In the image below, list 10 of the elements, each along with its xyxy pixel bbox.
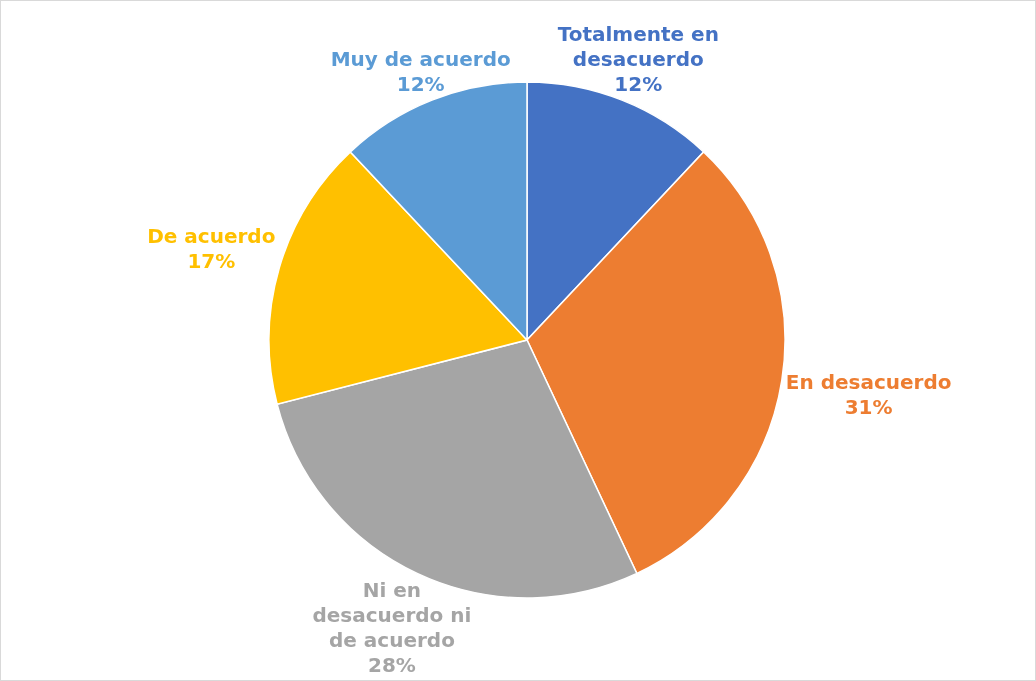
data-label: 12% <box>396 71 445 96</box>
slice-label: Totalmente en desacuerdo <box>557 21 719 71</box>
data-label: 17% <box>187 248 236 273</box>
slice-label: Muy de acuerdo <box>330 46 511 71</box>
slice-label: Ni en desacuerdo ni de acuerdo <box>312 577 472 652</box>
data-label: 28% <box>367 652 416 677</box>
slice-label: En desacuerdo <box>785 369 952 394</box>
data-label: 31% <box>844 394 893 419</box>
slice-label: De acuerdo <box>147 223 276 248</box>
data-label: 12% <box>614 71 663 96</box>
